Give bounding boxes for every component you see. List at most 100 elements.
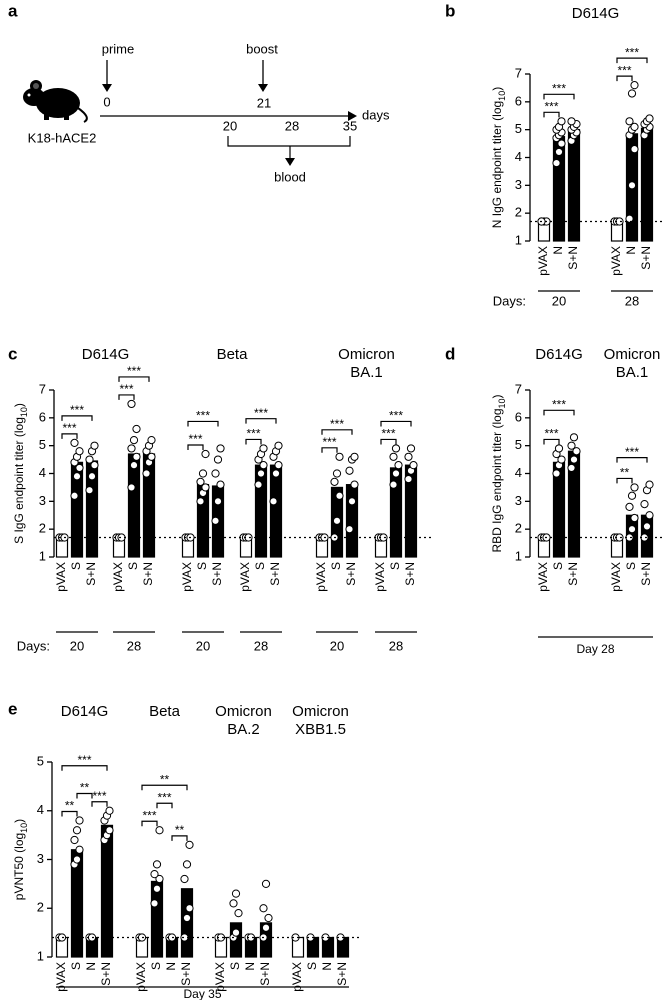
- group-label: 28: [625, 293, 639, 308]
- x-tick-label: S+N: [403, 562, 417, 586]
- data-point: [75, 463, 84, 473]
- days-label: Days:: [17, 638, 50, 653]
- bar: [640, 127, 654, 242]
- x-tick-label: pVAX: [609, 562, 623, 592]
- data-point: [150, 870, 159, 879]
- y-tick-label: 2: [515, 205, 522, 220]
- y-axis-label-part: RBD IgG endpoint titer (log: [490, 408, 504, 552]
- data-point: [254, 480, 263, 489]
- y-tick-label: 3: [515, 493, 522, 508]
- data-point: [132, 424, 141, 434]
- data-point: [185, 904, 194, 913]
- bleed-day: 35: [343, 118, 357, 133]
- y-tick-label: 1: [515, 548, 522, 563]
- data-point: [627, 525, 637, 534]
- y-tick-label: 4: [515, 149, 522, 164]
- bleed-day: 28: [285, 118, 299, 133]
- significance-label: ***: [544, 99, 558, 113]
- y-tick-label: 6: [39, 409, 46, 424]
- x-tick-label: S: [388, 562, 402, 570]
- x-tick-label: pVAX: [314, 562, 328, 592]
- x-tick-label: S+N: [344, 562, 358, 586]
- data-point: [335, 491, 344, 500]
- x-tick-label: N: [243, 962, 257, 971]
- data-point: [630, 483, 639, 492]
- x-tick-label: pVAX: [238, 562, 252, 592]
- data-point: [391, 444, 401, 453]
- data-point: [231, 928, 241, 937]
- y-tick-label: 2: [39, 521, 46, 536]
- x-tick-label: pVAX: [111, 562, 125, 592]
- significance-label: ***: [552, 81, 566, 95]
- panel-letter: c: [8, 344, 17, 363]
- data-point: [404, 452, 413, 461]
- y-tick-label: 5: [37, 753, 44, 768]
- x-axis-label: Day 28: [576, 642, 614, 656]
- data-point: [256, 469, 266, 478]
- data-point: [129, 461, 139, 470]
- x-tick-label: S+N: [566, 562, 580, 586]
- data-point: [85, 486, 94, 495]
- panel-letter: d: [445, 344, 455, 363]
- significance-bracket: [156, 802, 173, 809]
- strain-title: XBB1.5: [295, 721, 346, 738]
- data-point: [350, 452, 359, 461]
- significance-label: **: [65, 799, 75, 813]
- significance-label: ***: [246, 427, 260, 441]
- y-tick-label: 3: [39, 493, 46, 508]
- x-tick-label: S: [69, 962, 83, 970]
- bar: [180, 888, 194, 958]
- data-point: [554, 444, 564, 453]
- arrow-head: [258, 84, 268, 92]
- significance-label: ***: [188, 432, 202, 446]
- significance-label: **: [175, 823, 185, 837]
- data-point: [552, 158, 561, 168]
- data-point: [567, 441, 576, 450]
- y-axis-label-part: 10: [19, 407, 29, 417]
- data-point: [261, 923, 271, 932]
- data-point: [259, 904, 268, 913]
- data-point: [185, 840, 194, 849]
- significance-label: **: [620, 466, 630, 480]
- significance-label: **: [80, 781, 90, 795]
- significance-bracket: [61, 415, 93, 421]
- data-point: [105, 826, 114, 835]
- data-point: [152, 884, 162, 893]
- significance-bracket: [187, 420, 219, 427]
- data-point: [389, 452, 398, 461]
- significance-bracket: [380, 420, 412, 427]
- data-point: [155, 826, 164, 835]
- y-tick-label: 2: [515, 521, 522, 536]
- x-tick-label: S+N: [566, 246, 580, 270]
- significance-bracket: [245, 438, 262, 445]
- x-tick-label: pVAX: [134, 962, 148, 992]
- data-point: [625, 502, 634, 511]
- data-point: [567, 463, 576, 473]
- bar: [254, 464, 268, 558]
- x-tick-label: S: [126, 562, 140, 570]
- significance-label: ***: [70, 403, 84, 417]
- y-axis-label-part: ): [12, 403, 26, 407]
- y-tick-label: 7: [515, 65, 522, 80]
- data-point: [630, 81, 639, 90]
- x-tick-label: S+N: [210, 562, 224, 586]
- data-point: [85, 455, 94, 464]
- data-point: [627, 181, 637, 190]
- y-tick-label: 5: [515, 121, 522, 136]
- boost-label: boost: [246, 41, 278, 56]
- data-point: [350, 480, 359, 489]
- significance-label: ***: [552, 397, 566, 411]
- x-tick-label: pVAX: [213, 962, 227, 992]
- x-axis-label: Day 35: [183, 987, 221, 1000]
- y-tick-label: 3: [37, 851, 44, 866]
- bleed-bracket: [227, 136, 351, 160]
- significance-label: ***: [625, 445, 639, 459]
- strain-title: Omicron: [604, 346, 661, 363]
- data-point: [182, 860, 192, 869]
- data-point: [332, 469, 342, 478]
- arrow-head: [285, 158, 295, 166]
- data-point: [70, 438, 79, 447]
- x-tick-label: pVAX: [180, 562, 194, 592]
- data-point: [261, 879, 271, 888]
